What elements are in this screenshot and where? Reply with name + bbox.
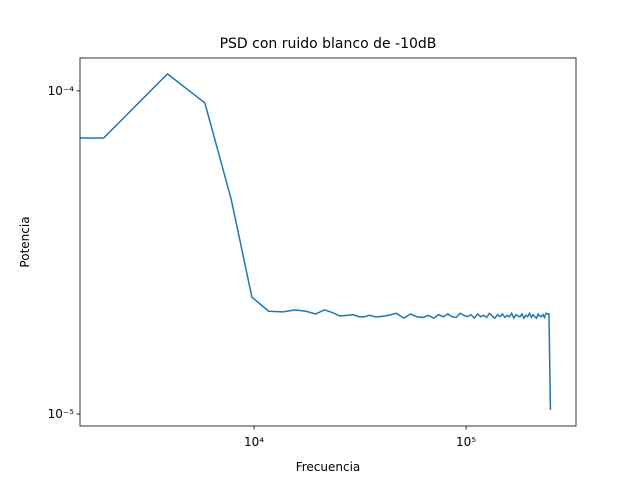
chart-title: PSD con ruido blanco de -10dB [220,36,437,52]
x-axis-label: Frecuencia [296,460,361,474]
x-tick-label: 10⁴ [244,435,264,449]
x-tick-label: 10⁵ [456,435,476,449]
y-tick-label: 10⁻⁵ [48,407,75,421]
plot-area [80,72,552,410]
plot-frame [79,57,577,427]
y-tick-label: 10⁻⁴ [48,84,75,98]
y-axis-label: Potencia [18,216,32,267]
line [80,72,552,410]
